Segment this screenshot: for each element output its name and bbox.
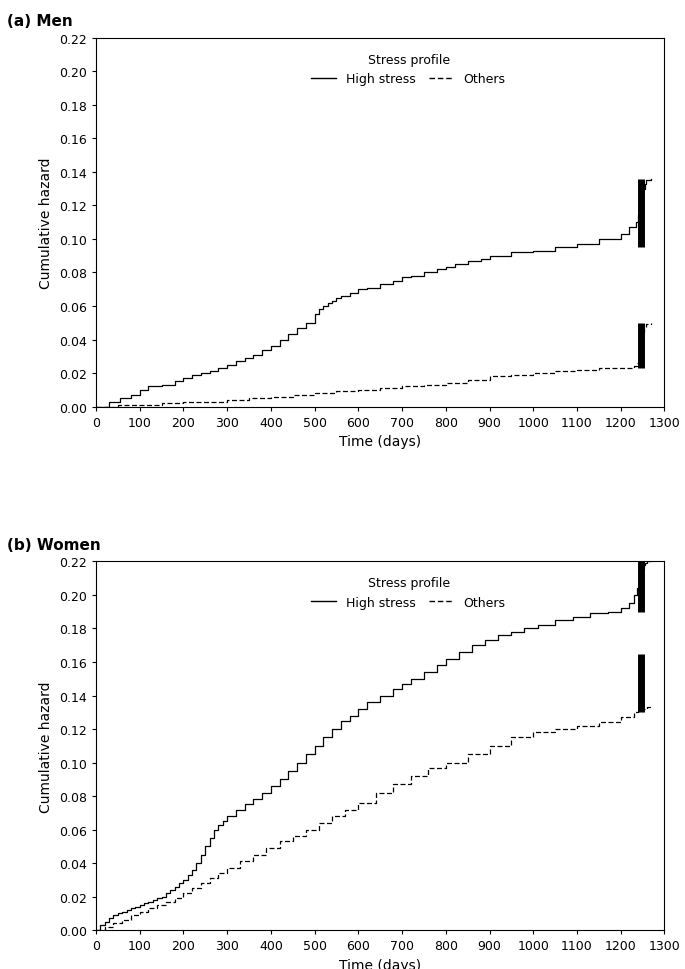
Y-axis label: Cumulative hazard: Cumulative hazard [39, 157, 53, 289]
X-axis label: Time (days): Time (days) [339, 435, 421, 449]
Text: (a) Men: (a) Men [7, 15, 73, 29]
Text: (b) Women: (b) Women [7, 537, 101, 552]
X-axis label: Time (days): Time (days) [339, 957, 421, 969]
Legend: High stress, Others: High stress, Others [306, 48, 511, 91]
Y-axis label: Cumulative hazard: Cumulative hazard [39, 680, 53, 812]
Legend: High stress, Others: High stress, Others [306, 572, 511, 614]
